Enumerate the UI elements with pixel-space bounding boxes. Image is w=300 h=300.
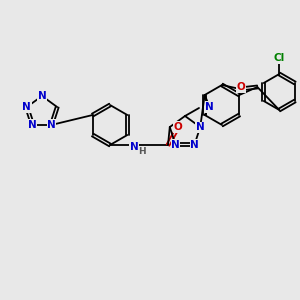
- Text: N: N: [47, 120, 56, 130]
- Text: N: N: [196, 122, 205, 132]
- Text: N: N: [171, 140, 180, 150]
- Text: N: N: [38, 91, 46, 101]
- Text: O: O: [237, 82, 245, 92]
- Text: O: O: [174, 122, 182, 132]
- Text: H: H: [138, 148, 146, 157]
- Text: N: N: [190, 140, 199, 150]
- Text: Cl: Cl: [274, 53, 285, 63]
- Text: N: N: [205, 102, 214, 112]
- Text: N: N: [130, 142, 138, 152]
- Text: N: N: [22, 102, 31, 112]
- Text: N: N: [47, 120, 56, 130]
- Text: N: N: [28, 120, 37, 130]
